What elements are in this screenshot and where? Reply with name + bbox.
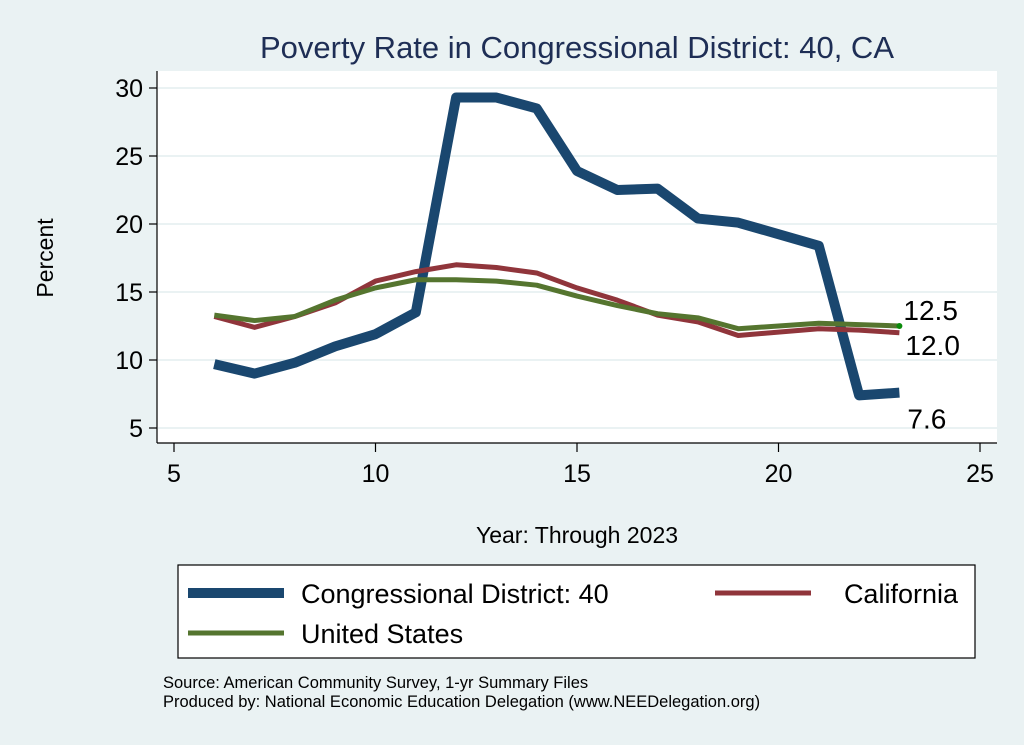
source-note: Source: American Community Survey, 1-yr … — [163, 674, 588, 692]
y-tick-label: 5 — [129, 415, 143, 443]
legend-box — [177, 564, 976, 659]
end-labels: 7.6 12.0 12.5 — [896, 295, 960, 435]
series-lines — [213, 92, 900, 401]
x-tick-label: 25 — [966, 460, 994, 488]
chart-title: Poverty Rate in Congressional District: … — [260, 30, 894, 65]
end-label-district: 7.6 — [907, 404, 946, 435]
legend: Congressional District: 40 California Un… — [177, 564, 976, 659]
legend-label-california: California — [844, 579, 959, 609]
end-label-california: 12.0 — [905, 330, 960, 361]
x-tick-label: 20 — [765, 460, 793, 488]
legend-label-district: Congressional District: 40 — [301, 579, 609, 609]
y-ticks: 5 10 15 20 25 30 — [115, 75, 157, 443]
x-ticks: 5 10 15 20 25 — [167, 443, 994, 488]
end-label-united-states: 12.5 — [903, 295, 958, 326]
x-tick-label: 15 — [563, 460, 591, 488]
end-marker-united-states — [896, 323, 903, 329]
legend-label-united-states: United States — [301, 619, 463, 649]
y-axis-title: Percent — [32, 218, 58, 298]
y-tick-label: 25 — [115, 143, 143, 171]
y-tick-label: 15 — [115, 279, 143, 307]
y-tick-label: 30 — [115, 75, 143, 103]
x-tick-label: 5 — [167, 460, 181, 488]
x-tick-label: 10 — [362, 460, 390, 488]
y-tick-label: 10 — [115, 347, 143, 375]
producer-note: Produced by: National Economic Education… — [163, 693, 760, 711]
plot-area — [157, 71, 997, 443]
x-axis-title: Year: Through 2023 — [476, 522, 678, 548]
y-tick-label: 20 — [115, 211, 143, 239]
